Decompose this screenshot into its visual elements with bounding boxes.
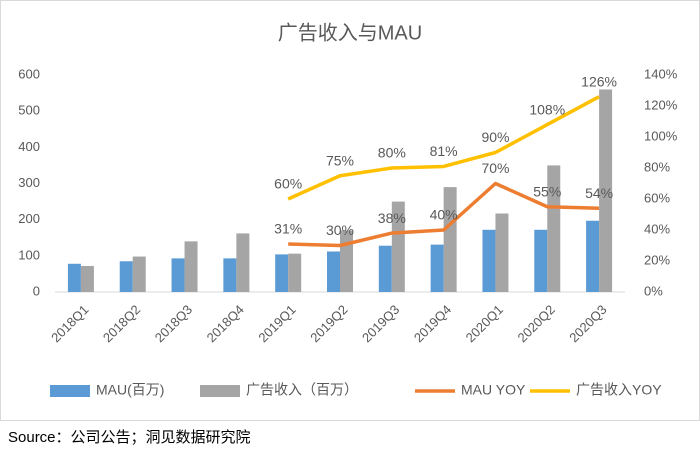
bar [119, 261, 133, 292]
y-tick-label: 500 [18, 103, 40, 118]
data-label: 90% [481, 129, 509, 145]
data-label: 60% [274, 176, 302, 192]
bar [599, 89, 613, 292]
y2-tick-label: 20% [644, 252, 670, 267]
bar [482, 229, 496, 292]
y-tick-label: 200 [18, 211, 40, 226]
bar [275, 254, 289, 292]
bar [132, 256, 146, 292]
bar [495, 213, 509, 292]
bar [288, 253, 302, 292]
data-label: 38% [378, 210, 406, 226]
bar [327, 251, 340, 292]
y-tick-label: 300 [18, 175, 40, 190]
data-label: 40% [430, 207, 458, 223]
data-label: 54% [585, 185, 613, 201]
chart-frame [0, 0, 700, 421]
data-label: 55% [533, 183, 561, 199]
bar [171, 258, 185, 292]
y2-tick-label: 80% [644, 159, 670, 174]
y2-tick-label: 0% [644, 283, 663, 298]
legend-label: 广告收入YOY [576, 382, 662, 398]
legend-label: MAU YOY [461, 382, 526, 398]
source: Source：公司公告；洞见数据研究院 [8, 428, 251, 446]
data-label: 81% [430, 143, 458, 159]
data-label: 108% [529, 101, 565, 117]
y2-tick-label: 140% [644, 66, 678, 81]
bar [443, 187, 457, 292]
bar [184, 241, 198, 292]
bar [378, 245, 392, 292]
y2-tick-label: 120% [644, 97, 678, 112]
legend-label: MAU(百万) [96, 382, 164, 398]
bar [236, 233, 250, 292]
line [288, 181, 600, 248]
data-label: 70% [481, 160, 509, 176]
y-tick-label: 400 [18, 139, 40, 154]
bar [586, 220, 600, 292]
y-tick-label: 100 [18, 247, 40, 262]
chart-title: 广告收入与MAU [278, 21, 422, 44]
y2-tick-label: 40% [644, 221, 670, 236]
legend-label: 广告收入（百万） [246, 382, 358, 398]
y2-tick-label: 100% [644, 128, 678, 143]
bar [534, 229, 548, 292]
data-label: 126% [581, 73, 617, 89]
legend-swatch [200, 385, 240, 397]
data-label: 80% [378, 145, 406, 161]
legend-swatch [50, 385, 90, 397]
y-tick-label: 600 [18, 66, 40, 81]
y2-tick-label: 60% [644, 190, 670, 205]
bar [80, 265, 94, 292]
bar [340, 230, 353, 292]
bar [391, 201, 405, 292]
line [287, 95, 600, 201]
data-label: 31% [274, 221, 302, 237]
bar [430, 244, 444, 292]
bar [547, 165, 561, 292]
bar [67, 263, 81, 292]
data-label: 30% [326, 222, 354, 238]
y-tick-label: 0 [33, 283, 40, 298]
bar [223, 258, 237, 292]
data-label: 75% [326, 152, 354, 168]
